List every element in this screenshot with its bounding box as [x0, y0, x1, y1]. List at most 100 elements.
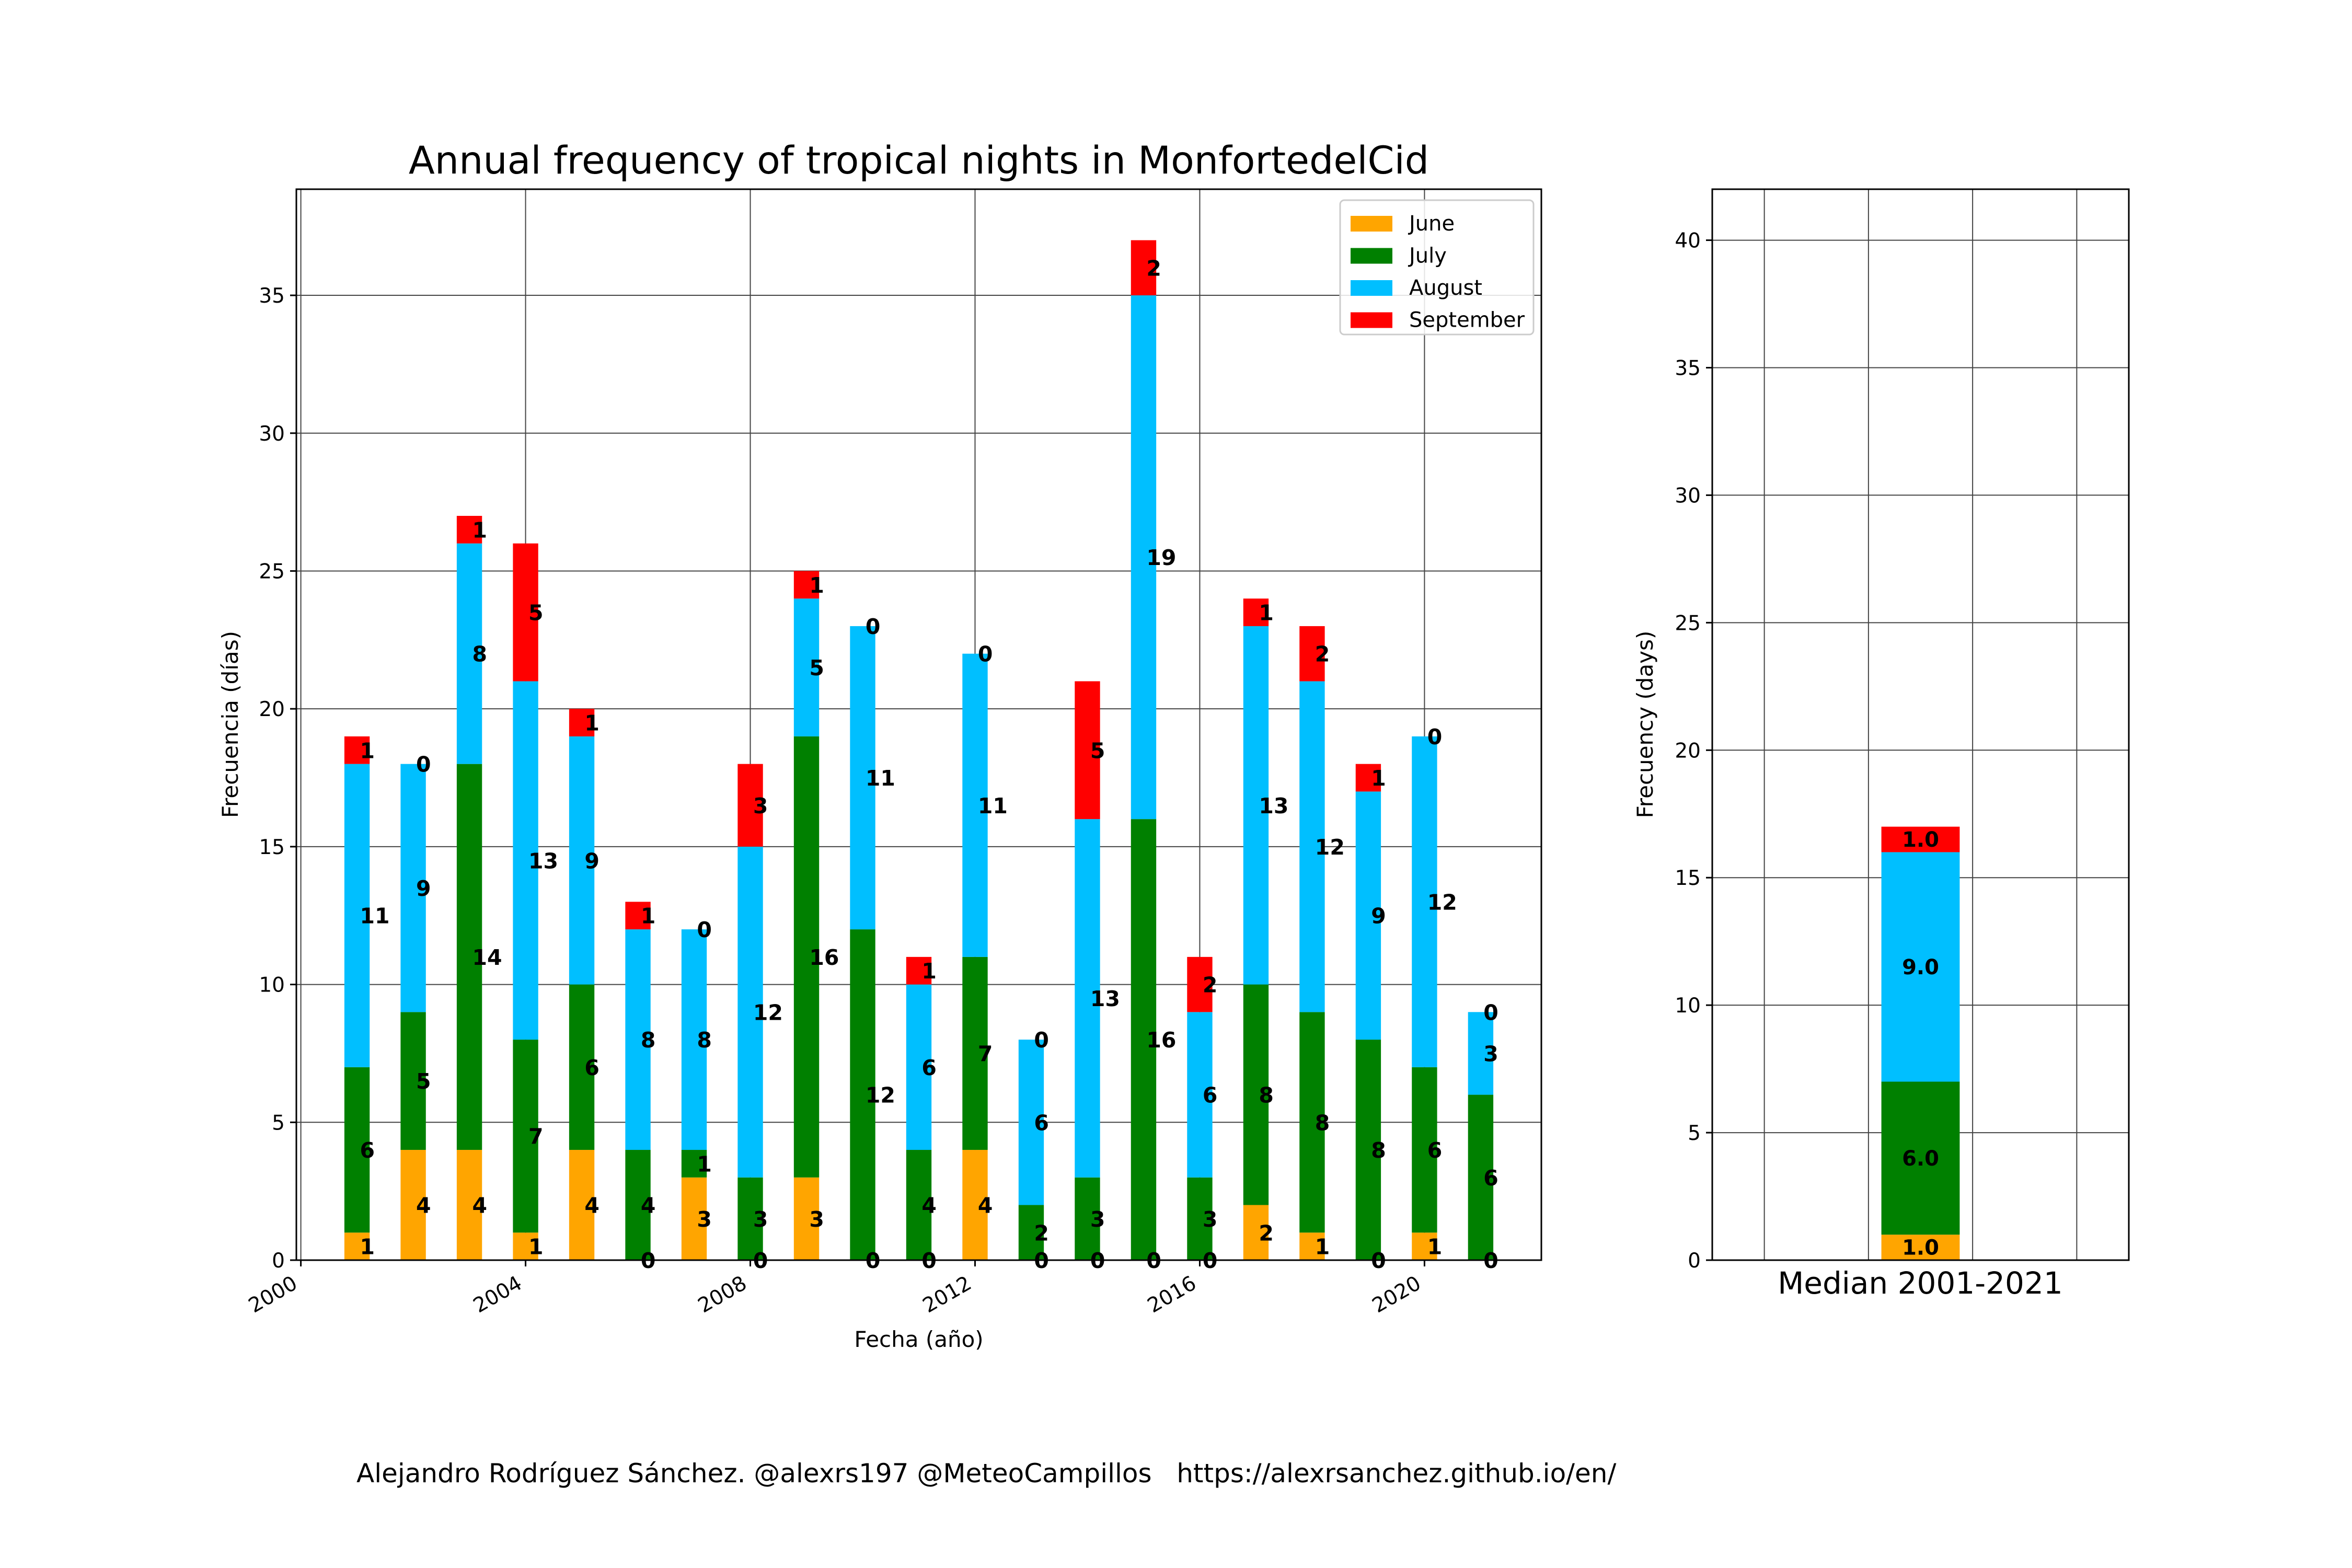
bar-segment-august	[1299, 681, 1325, 1012]
data-label-august: 19	[1146, 545, 1176, 570]
median-axis-ticks: 0 5 10 15 20 25 30 35 40	[1675, 229, 1712, 1273]
data-label-september: 0	[1427, 724, 1443, 750]
median-y-tick-label: 30	[1675, 484, 1701, 508]
data-label-august: 9	[584, 848, 599, 873]
bar-segment-september	[1355, 764, 1381, 792]
bar-segment-august	[850, 626, 875, 930]
bar-segment-august	[344, 764, 370, 1067]
bar-segment-august	[1075, 819, 1100, 1178]
bar-segment-august	[456, 543, 482, 764]
median-y-axis-label: Frecuency (days)	[1632, 631, 1658, 818]
data-label-august: 12	[1315, 835, 1345, 860]
bar-segment-july	[625, 1150, 651, 1260]
legend-label-august: August	[1409, 276, 1482, 300]
data-label-september: 2	[1315, 642, 1330, 667]
author-credit: Alejandro Rodríguez Sánchez. @alexrs197 …	[356, 1458, 1617, 1489]
bar-segment-august	[569, 736, 595, 985]
data-label-july: 12	[866, 1083, 895, 1108]
bar-segment-june	[400, 1150, 426, 1260]
bar-segment-july	[1018, 1205, 1044, 1260]
main-bars	[344, 240, 1494, 1260]
median-label-september: 1.0	[1902, 828, 1939, 852]
bar-segment-august	[1355, 791, 1381, 1040]
bar-segment-august	[1468, 1012, 1494, 1095]
data-label-july: 3	[1203, 1207, 1218, 1232]
bar-segment-july	[1187, 1177, 1213, 1260]
legend: June July August September	[1339, 199, 1535, 336]
y-tick-label: 20	[259, 698, 285, 721]
data-label-july: 5	[416, 1069, 431, 1094]
data-label-june: 1	[1315, 1235, 1330, 1260]
main-x-axis-label: Fecha (año)	[854, 1327, 983, 1352]
data-label-september: 0	[697, 917, 712, 942]
bar-segment-september	[906, 956, 932, 985]
legend-swatch-august	[1351, 280, 1392, 296]
bar-segment-september	[1075, 681, 1100, 820]
bar-segment-june	[793, 1177, 820, 1260]
bar-segment-september	[625, 902, 651, 930]
y-tick-label: 15	[259, 836, 285, 859]
data-label-july: 2	[1034, 1220, 1049, 1246]
data-label-august: 11	[978, 793, 1008, 818]
data-label-august: 5	[809, 655, 824, 681]
data-label-august: 9	[1371, 904, 1386, 929]
legend-label-june: June	[1408, 212, 1455, 236]
bar-segment-june	[681, 1177, 707, 1260]
data-label-august: 8	[697, 1028, 712, 1053]
y-tick-label: 5	[272, 1111, 285, 1135]
bar-segment-july	[906, 1150, 932, 1260]
median-plot-frame	[1711, 188, 2130, 1261]
bar-segment-august	[737, 846, 763, 1178]
data-label-september: 2	[1146, 256, 1161, 281]
data-label-july: 4	[921, 1193, 937, 1218]
bar-segment-june	[456, 1150, 482, 1260]
bar-segment-july	[1355, 1040, 1381, 1260]
data-label-august: 12	[1427, 890, 1457, 915]
legend-swatch-september	[1351, 312, 1392, 328]
data-label-july: 6	[1483, 1166, 1498, 1191]
data-label-july: 8	[1371, 1138, 1386, 1163]
y-tick-label: 30	[259, 422, 285, 446]
bar-segment-september	[737, 764, 763, 847]
data-label-august: 11	[360, 904, 389, 929]
main-y-axis-label: Frecuencia (días)	[217, 631, 243, 818]
bar-segment-september	[1131, 240, 1157, 296]
bar-segment-july	[400, 1012, 426, 1150]
data-label-september: 1	[472, 517, 487, 543]
data-label-september: 5	[528, 601, 544, 626]
bar-segment-june	[569, 1150, 595, 1260]
data-label-july: 3	[753, 1207, 768, 1232]
data-label-july: 7	[978, 1041, 993, 1066]
data-label-september: 1	[1259, 601, 1274, 626]
y-tick-label: 25	[259, 560, 285, 583]
bar-segment-september	[1187, 956, 1213, 1012]
main-data-labels: 1611145904148117135469104813180031233165…	[360, 256, 1498, 1273]
bar-segment-september	[1299, 626, 1325, 682]
bar-segment-july	[1412, 1067, 1437, 1233]
median-bar-july	[1881, 1081, 1960, 1235]
bar-segment-september	[793, 571, 820, 599]
median-label-august: 9.0	[1902, 955, 1939, 979]
bar-segment-july	[569, 984, 595, 1150]
bar-segment-august	[1018, 1040, 1044, 1205]
bar-segment-june	[513, 1232, 538, 1260]
bar-segment-july	[1243, 984, 1269, 1205]
data-label-july: 6	[360, 1138, 375, 1163]
median-y-tick-label: 5	[1688, 1122, 1701, 1145]
legend-box	[1339, 199, 1535, 336]
median-bar-june	[1881, 1235, 1960, 1260]
data-label-september: 0	[978, 642, 993, 667]
bar-segment-june	[1412, 1232, 1437, 1260]
data-label-september: 1	[921, 959, 937, 984]
data-label-july: 4	[641, 1193, 656, 1218]
data-label-june: 3	[809, 1207, 824, 1232]
bar-segment-august	[1412, 736, 1437, 1067]
data-label-july: 8	[1315, 1110, 1330, 1135]
bar-segment-september	[513, 543, 538, 682]
data-label-september: 5	[1090, 738, 1105, 763]
data-label-august: 13	[1090, 986, 1120, 1011]
median-y-tick-label: 40	[1675, 229, 1701, 253]
bar-segment-june	[962, 1150, 988, 1260]
data-label-august: 9	[416, 876, 431, 901]
